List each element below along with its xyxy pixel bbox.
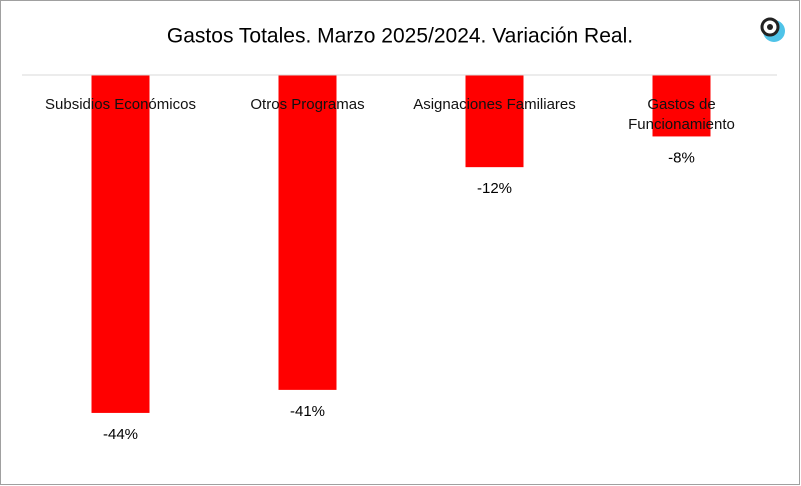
chart-title: Gastos Totales. Marzo 2025/2024. Variaci… bbox=[167, 25, 633, 48]
logo bbox=[760, 17, 785, 42]
value-label: -41% bbox=[290, 403, 325, 420]
bar bbox=[91, 75, 150, 413]
bar bbox=[652, 75, 711, 137]
x-tick-label: Gastos de Funcionamiento bbox=[628, 96, 735, 133]
bar bbox=[465, 75, 524, 168]
value-label: -44% bbox=[103, 426, 138, 443]
x-tick-label: Otros Programas bbox=[250, 96, 365, 113]
x-tick-label: Asignaciones Familiares bbox=[413, 96, 576, 113]
x-tick-label: Subsidios Económicos bbox=[45, 96, 196, 113]
value-label: -12% bbox=[477, 180, 512, 197]
bar bbox=[278, 75, 337, 390]
value-label: -8% bbox=[668, 149, 695, 166]
